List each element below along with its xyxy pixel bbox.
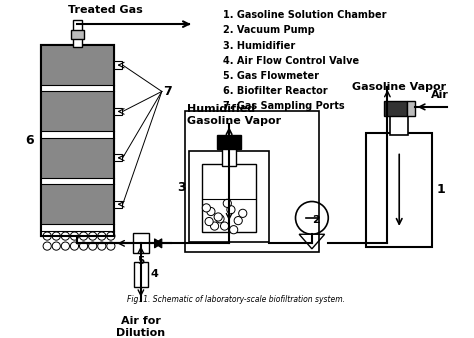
Circle shape	[295, 201, 328, 234]
Text: Air for
Dilution: Air for Dilution	[116, 316, 165, 338]
Text: 2. Vacuum Pump: 2. Vacuum Pump	[223, 25, 314, 35]
Bar	[41, 224, 114, 231]
Circle shape	[239, 209, 247, 217]
Text: Humidified
Gasoline Vapor: Humidified Gasoline Vapor	[187, 104, 282, 126]
Bar	[41, 45, 114, 236]
Circle shape	[220, 222, 228, 230]
Circle shape	[89, 242, 97, 250]
Bar	[41, 131, 114, 138]
Bar	[222, 148, 237, 166]
Circle shape	[98, 242, 106, 250]
Circle shape	[229, 226, 238, 234]
Circle shape	[214, 213, 222, 221]
Bar	[133, 233, 149, 254]
Text: 4. Air Flow Control Valve: 4. Air Flow Control Valve	[223, 55, 359, 66]
Bar	[217, 135, 241, 149]
Circle shape	[202, 204, 210, 212]
Bar	[114, 154, 122, 162]
Bar	[42, 45, 113, 85]
Circle shape	[70, 242, 79, 250]
Circle shape	[52, 232, 60, 240]
Bar	[189, 151, 269, 242]
Text: 6: 6	[25, 134, 34, 147]
Polygon shape	[299, 234, 325, 249]
Text: 6. Biofilter Reactor: 6. Biofilter Reactor	[223, 86, 328, 96]
Bar	[42, 184, 113, 224]
Text: Gasoline Vapor: Gasoline Vapor	[352, 82, 447, 92]
Circle shape	[216, 215, 224, 223]
Circle shape	[89, 232, 97, 240]
Bar	[114, 62, 122, 69]
Bar	[41, 45, 114, 236]
Bar	[134, 262, 148, 287]
Text: 7. Gas Sampling Ports: 7. Gas Sampling Ports	[223, 100, 345, 111]
Circle shape	[61, 232, 70, 240]
Bar	[184, 111, 319, 251]
Text: 2: 2	[312, 215, 319, 225]
Text: Fig. 1. Schematic of laboratory-scale biofiltration system.: Fig. 1. Schematic of laboratory-scale bi…	[128, 295, 346, 304]
Circle shape	[210, 222, 219, 230]
Text: 1: 1	[437, 183, 445, 196]
Bar	[366, 133, 432, 247]
Circle shape	[107, 242, 115, 250]
Circle shape	[234, 217, 242, 225]
Bar	[114, 200, 122, 208]
Circle shape	[52, 242, 60, 250]
Text: 5: 5	[137, 256, 145, 266]
Bar	[408, 101, 415, 116]
Text: Treated Gas: Treated Gas	[68, 5, 143, 15]
Text: 3. Humidifier: 3. Humidifier	[223, 41, 295, 50]
Bar	[41, 178, 114, 184]
Circle shape	[43, 232, 51, 240]
Bar	[202, 164, 256, 233]
Circle shape	[43, 242, 51, 250]
Circle shape	[227, 206, 235, 214]
Circle shape	[223, 199, 231, 208]
Bar	[73, 20, 82, 47]
Circle shape	[61, 242, 70, 250]
Bar	[42, 231, 113, 235]
Text: 1. Gasoline Solution Chamber: 1. Gasoline Solution Chamber	[223, 10, 386, 21]
Bar	[114, 108, 122, 115]
Circle shape	[205, 217, 213, 226]
Polygon shape	[155, 239, 162, 248]
Bar	[42, 92, 113, 131]
Circle shape	[80, 232, 88, 240]
Circle shape	[98, 232, 106, 240]
Text: Air: Air	[431, 90, 449, 100]
Text: 3: 3	[177, 182, 185, 194]
Bar	[384, 101, 408, 116]
Circle shape	[70, 232, 79, 240]
Polygon shape	[155, 239, 162, 248]
Text: 5. Gas Flowmeter: 5. Gas Flowmeter	[223, 71, 319, 80]
Text: 7: 7	[164, 85, 173, 98]
Circle shape	[207, 208, 215, 216]
Bar	[71, 30, 83, 39]
Circle shape	[80, 242, 88, 250]
Bar	[42, 138, 113, 178]
Bar	[41, 85, 114, 92]
Text: 4: 4	[151, 269, 159, 279]
Bar	[390, 115, 408, 135]
Circle shape	[107, 232, 115, 240]
